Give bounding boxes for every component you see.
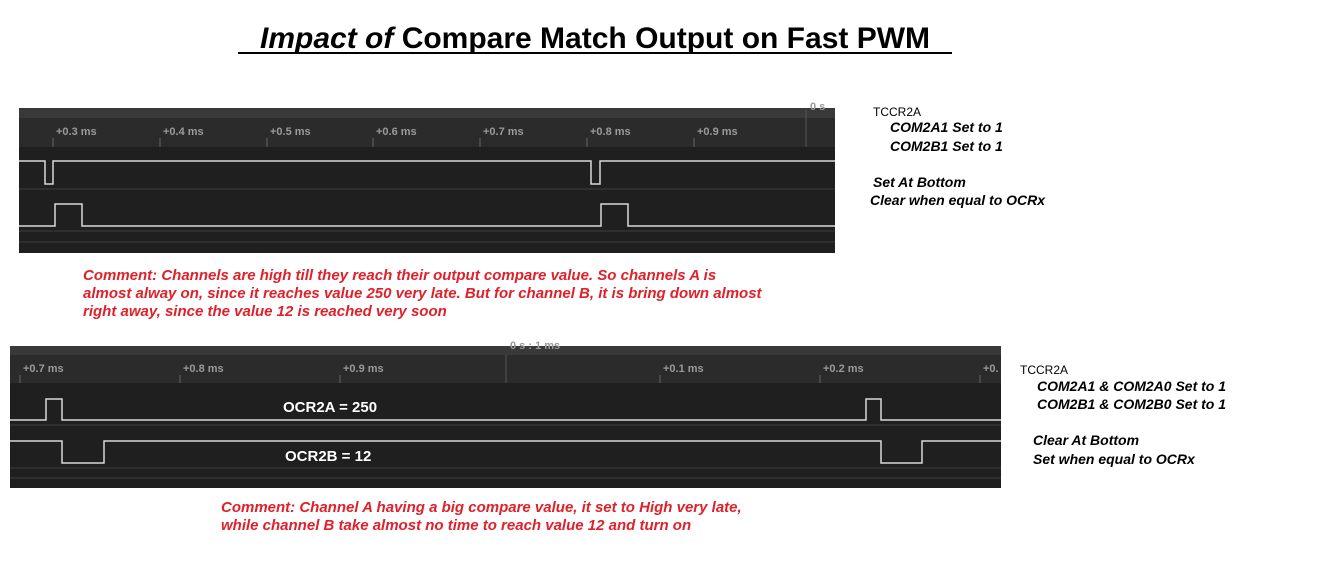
timeline-top [19, 108, 835, 118]
title-emphasis: Impact of [260, 22, 396, 55]
time-label: +0.9 ms [697, 126, 738, 138]
time-label: +0.1 ms [663, 363, 704, 375]
time-label: +0.9 ms [343, 363, 384, 375]
time-label: +0.7 ms [23, 363, 64, 375]
setting: COM2B1 Set to 1 [890, 138, 1003, 154]
register: TCCR2A [1020, 363, 1068, 377]
panel: +0.7 ms +0.8 ms +0.9 ms +0.1 ms +0.2 ms +0. 0 … [10, 340, 1001, 488]
time-label: +0.3 ms [56, 126, 97, 138]
title-rest: Compare Match Output on Fast PWM [402, 22, 930, 55]
channel-label: OCR2A = 250 [283, 399, 377, 416]
mode: Clear when equal to OCRx [870, 192, 1046, 208]
time-label: +0.8 ms [590, 126, 631, 138]
time-axis: +0.7 ms +0.8 ms +0.9 ms +0.1 ms +0.2 ms +0. 0 … [19, 340, 999, 383]
timeline-top [10, 346, 1001, 355]
panel-notes: TCCR2A COM2A1 & COM2A0 Set to 1 COM2B1 &… [221, 363, 1226, 534]
time-label: +0. [983, 363, 999, 375]
time-label: +0.6 ms [376, 126, 417, 138]
comment: while channel B take almost no time to r… [221, 517, 691, 534]
time-axis: +0.3 ms +0.4 ms +0.5 ms +0.6 ms +0.7 ms +0.8 … [52, 101, 825, 147]
comment: Comment: Channel A having a big compare … [221, 499, 742, 516]
setting: COM2A1 Set to 1 [890, 119, 1003, 135]
time-label: +0.8 ms [183, 363, 224, 375]
panel-notes: TCCR2A COM2A1 Set to 1 COM2B1 Set to 1 S… [83, 105, 1046, 320]
channel-label: OCR2B = 12 [285, 448, 371, 465]
mode: Clear At Bottom [1033, 432, 1139, 448]
waveform [10, 440, 1001, 464]
setting: COM2A1 & COM2A0 Set to 1 [1037, 378, 1226, 394]
panel: +0.3 ms +0.4 ms +0.5 ms +0.6 ms +0.7 ms +0.8 … [19, 101, 835, 253]
time-label: +0.4 ms [163, 126, 204, 138]
waveform [19, 160, 835, 185]
time-label: +0.7 ms [483, 126, 524, 138]
comment: right away, since the value 12 is reache… [83, 303, 447, 320]
time-marker: 0 s [810, 101, 825, 113]
time-marker: 0 s : 1 ms [510, 340, 560, 352]
comment: almost alway on, since it reaches value … [83, 285, 763, 302]
register: TCCR2A [873, 105, 921, 119]
time-label: +0.2 ms [823, 363, 864, 375]
time-label: +0.5 ms [270, 126, 311, 138]
setting: COM2B1 & COM2B0 Set to 1 [1037, 396, 1226, 412]
waveform [10, 398, 1001, 421]
title: Impact of Compare Match Output on Fast P… [260, 22, 930, 55]
waveform [19, 203, 835, 227]
comment: Comment: Channels are high till they rea… [83, 267, 716, 284]
mode: Set At Bottom [873, 174, 966, 190]
mode: Set when equal to OCRx [1033, 451, 1196, 467]
